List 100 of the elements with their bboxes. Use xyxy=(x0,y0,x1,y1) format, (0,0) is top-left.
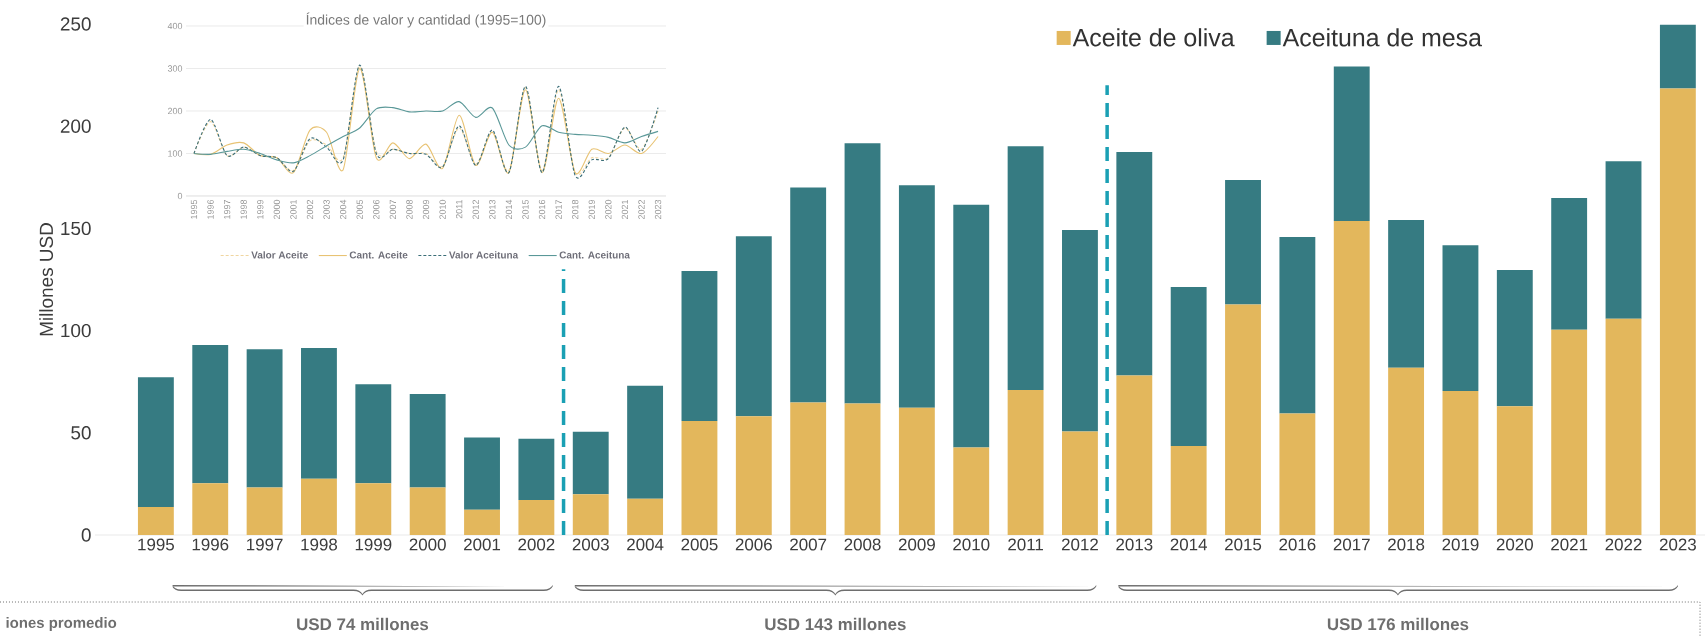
bar xyxy=(735,416,772,535)
bar xyxy=(790,402,827,535)
x-tick-label: 2011 xyxy=(455,199,463,219)
bar xyxy=(1442,245,1479,391)
x-tick-label: 1997 xyxy=(247,538,283,551)
x-tick-label: 2001 xyxy=(464,538,501,551)
bar xyxy=(1007,389,1044,535)
x-tick-label: 1996 xyxy=(192,538,229,551)
bar xyxy=(246,349,283,488)
bar xyxy=(1659,24,1696,89)
bar xyxy=(898,185,935,408)
bar xyxy=(301,478,337,535)
bar xyxy=(1116,375,1153,535)
bar xyxy=(1279,236,1316,414)
bar xyxy=(1388,220,1425,368)
x-tick-label: 2019 xyxy=(1442,538,1479,551)
x-tick-label: 2009 xyxy=(898,538,935,551)
y-tick-label: 150 xyxy=(61,221,91,236)
bar xyxy=(627,385,664,499)
bar xyxy=(355,384,392,484)
bar xyxy=(409,487,446,535)
x-tick-label: 1999 xyxy=(355,538,392,551)
legend-label: Valor Aceite xyxy=(251,251,308,259)
x-tick-label: 2013 xyxy=(1116,538,1153,551)
bar xyxy=(1062,230,1098,432)
bar xyxy=(1551,329,1588,535)
x-tick-label: 1996 xyxy=(207,199,214,219)
x-tick-label: 2012 xyxy=(1061,538,1098,551)
x-tick-label: 2022 xyxy=(638,199,645,220)
bar xyxy=(137,507,174,535)
x-tick-label: 2002 xyxy=(306,199,314,220)
x-tick-label: 2013 xyxy=(489,199,496,220)
y-tick-label: 400 xyxy=(167,22,183,30)
y-tick-label: 200 xyxy=(167,107,183,115)
bar xyxy=(518,500,555,535)
bar xyxy=(572,431,609,495)
bar xyxy=(1116,151,1153,376)
bar xyxy=(1605,161,1642,319)
x-tick-label: 2003 xyxy=(572,538,609,551)
x-tick-label: 2008 xyxy=(406,199,413,220)
bar xyxy=(790,187,827,403)
chart-title: Índices de valor y cantidad (1995=100) xyxy=(306,12,546,28)
x-tick-label: 2015 xyxy=(522,199,529,220)
bar xyxy=(464,437,500,510)
bar xyxy=(1551,197,1588,330)
bar xyxy=(464,509,500,535)
bar xyxy=(627,498,664,535)
text: USD 74 millones xyxy=(297,617,429,631)
bar xyxy=(1225,304,1261,535)
legend-label: Aceituna de mesa xyxy=(1282,28,1482,47)
legend-label: Aceite de oliva xyxy=(1072,28,1235,47)
bar xyxy=(572,494,609,535)
bar xyxy=(681,271,718,421)
bar xyxy=(137,377,174,507)
y-tick-label: 100 xyxy=(168,150,183,157)
x-tick-label: 2017 xyxy=(1333,538,1370,551)
bar xyxy=(1659,88,1696,535)
x-tick-label: 2005 xyxy=(681,538,718,551)
bar xyxy=(844,143,881,404)
bar xyxy=(1062,431,1098,535)
x-tick-label: 2016 xyxy=(538,199,546,220)
y-tick-label: 50 xyxy=(71,426,91,440)
legend-label: Cant. Aceite xyxy=(349,251,408,259)
x-tick-label: 2005 xyxy=(356,199,363,220)
y-tick-label: 100 xyxy=(61,323,91,338)
bar xyxy=(735,236,772,417)
x-tick-label: 2003 xyxy=(323,199,330,220)
bar xyxy=(1279,413,1316,535)
x-tick-label: 2011 xyxy=(1008,538,1043,551)
bar xyxy=(1388,367,1425,535)
x-tick-label: 2022 xyxy=(1605,538,1642,551)
x-tick-label: 2004 xyxy=(627,538,664,551)
bar xyxy=(409,393,446,488)
bar xyxy=(192,345,229,484)
x-tick-label: 2014 xyxy=(505,199,513,220)
x-tick-label: 2021 xyxy=(621,199,629,220)
x-tick-label: 2007 xyxy=(389,199,397,220)
x-tick-label: 2014 xyxy=(1170,538,1207,551)
x-tick-label: 2017 xyxy=(555,199,562,220)
x-tick-label: 1998 xyxy=(240,199,247,219)
line-series xyxy=(193,101,659,164)
x-tick-label: 2000 xyxy=(409,538,446,551)
y-axis-title: Millones USD xyxy=(39,223,54,336)
bar xyxy=(1496,270,1533,407)
text: USD 176 millones xyxy=(1327,617,1469,631)
text: iones promedio xyxy=(6,617,117,631)
bar xyxy=(1333,221,1370,535)
bar xyxy=(1333,66,1370,222)
bar xyxy=(246,487,283,535)
x-tick-label: 2007 xyxy=(790,538,827,551)
x-tick-label: 2021 xyxy=(1551,538,1588,551)
x-tick-label: 2004 xyxy=(339,199,347,220)
x-tick-label: 2008 xyxy=(844,538,881,551)
bar xyxy=(1496,406,1533,535)
x-tick-label: 1997 xyxy=(223,199,231,219)
bar xyxy=(1605,318,1642,535)
y-tick-label: 200 xyxy=(60,119,91,133)
x-tick-label: 2016 xyxy=(1279,538,1316,551)
x-tick-label: 1999 xyxy=(257,199,264,219)
x-tick-label: 2023 xyxy=(654,199,662,220)
